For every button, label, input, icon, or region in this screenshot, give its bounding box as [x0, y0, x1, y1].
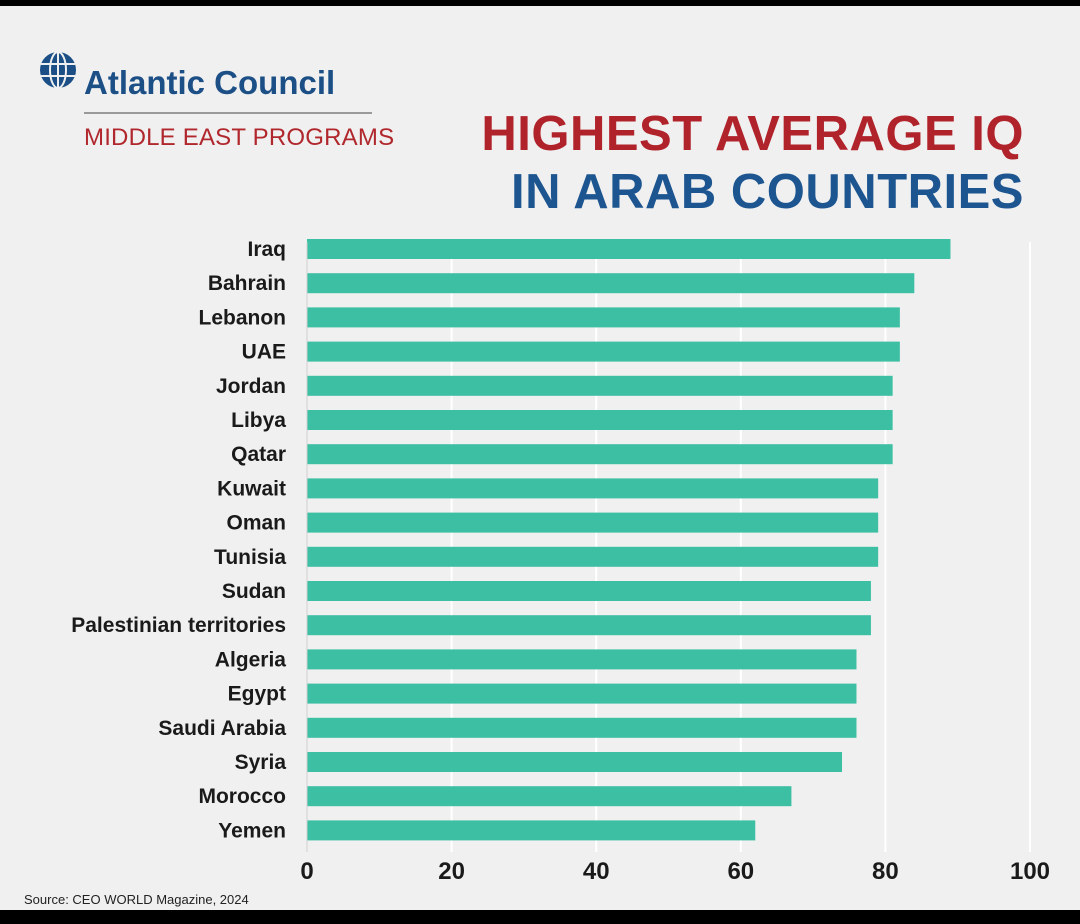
bar [307, 444, 893, 465]
category-label: UAE [242, 341, 286, 364]
category-label: Saudi Arabia [158, 717, 286, 740]
bar [307, 581, 871, 601]
bar [307, 683, 857, 704]
infographic-canvas: Atlantic Council MIDDLE EAST PROGRAMS HI… [0, 6, 1080, 910]
bar [307, 273, 915, 294]
category-label: Sudan [222, 580, 286, 603]
bar [307, 649, 857, 670]
category-label: Kuwait [217, 477, 286, 500]
category-label: Libya [231, 409, 286, 432]
category-label: Tunisia [214, 546, 286, 569]
category-label: Syria [235, 751, 287, 774]
bar [307, 307, 900, 328]
category-label: Morocco [198, 785, 286, 808]
x-tick-label: 0 [300, 858, 313, 885]
category-label: Qatar [231, 443, 286, 466]
source-note: Source: CEO WORLD Magazine, 2024 [24, 892, 249, 907]
logo-subtitle: MIDDLE EAST PROGRAMS [84, 124, 395, 151]
x-tick-label: 20 [438, 858, 465, 885]
bar [307, 786, 792, 807]
category-label: Egypt [228, 683, 286, 706]
x-tick-label: 80 [872, 858, 899, 885]
bar [307, 239, 951, 259]
x-tick-label: 60 [727, 858, 754, 885]
category-label: Lebanon [199, 306, 287, 329]
bar [307, 512, 879, 533]
bar [307, 478, 879, 499]
x-tick-label: 40 [583, 858, 610, 885]
bar [307, 410, 893, 430]
category-label: Algeria [215, 648, 287, 671]
category-label: Iraq [247, 238, 286, 261]
bar [307, 717, 857, 738]
bar [307, 546, 879, 567]
category-label: Bahrain [208, 272, 286, 295]
bar [307, 615, 871, 636]
bar [307, 375, 893, 396]
category-label: Jordan [216, 375, 286, 398]
category-label: Palestinian territories [71, 614, 286, 637]
bar [307, 752, 843, 772]
chart-title-line1: HIGHEST AVERAGE IQ [481, 107, 1024, 161]
logo-name: Atlantic Council [84, 64, 336, 101]
bar [307, 820, 756, 841]
bar [307, 341, 900, 362]
globe-icon [40, 51, 76, 89]
category-label: Yemen [218, 819, 286, 842]
chart-title-line2: IN ARAB COUNTRIES [510, 165, 1024, 219]
bar-chart: Iraq Bahrain Lebanon UAE Jordan Libya Qatar Kuw… [71, 238, 1050, 885]
category-label: Oman [226, 512, 286, 535]
logo-divider [84, 112, 372, 114]
x-tick-label: 100 [1010, 858, 1050, 885]
